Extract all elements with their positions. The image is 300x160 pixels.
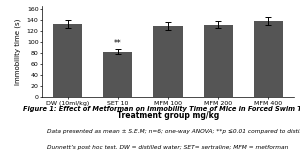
Text: Figure 1: Effect of Metforman on Immobility Time of Mice in Forced Swim Test: Figure 1: Effect of Metforman on Immobil…	[23, 105, 300, 112]
Bar	[254, 21, 283, 97]
Text: Data presented as mean ± S.E.M; n=6; one-way ANOVA; **p ≤0.01 compared to distil: Data presented as mean ± S.E.M; n=6; one…	[47, 129, 300, 134]
Bar	[53, 24, 82, 97]
X-axis label: Treatment group mg/kg: Treatment group mg/kg	[117, 111, 219, 120]
Y-axis label: Immobility time (s): Immobility time (s)	[15, 19, 21, 85]
Bar	[103, 52, 133, 97]
Bar	[203, 25, 232, 97]
Text: Dunnett’s post hoc test. DW = distilled water; SET= sertraline; MFM = metforman: Dunnett’s post hoc test. DW = distilled …	[47, 144, 288, 150]
Text: **: **	[114, 39, 122, 48]
Bar	[154, 26, 182, 97]
